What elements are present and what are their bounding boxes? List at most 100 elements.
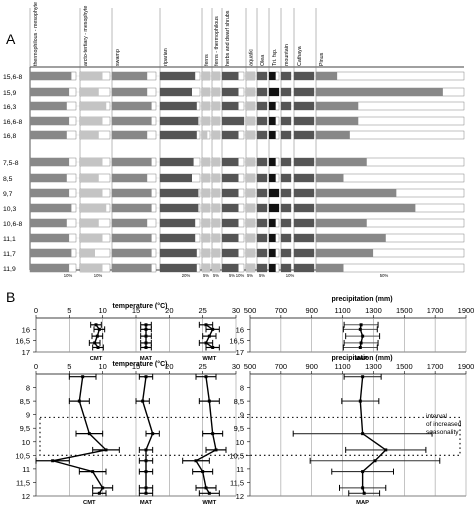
- precip-bottom-tick-label: 1300: [365, 362, 382, 371]
- temp-top-point-mat: [144, 323, 148, 327]
- temp-top-point-cmt: [97, 327, 101, 331]
- temp-bottom-tick-label: 5: [67, 362, 71, 371]
- temp-bottom-tick-label: 25: [198, 362, 206, 371]
- precip-bottom-point-map: [358, 399, 362, 403]
- pollen-bar: [160, 72, 196, 80]
- pollen-bar: [246, 249, 255, 257]
- sample-label: 15,9: [3, 90, 16, 97]
- temp-bottom-point-cmt: [91, 470, 95, 474]
- pollen-bar: [246, 219, 255, 227]
- pollen-bar: [269, 264, 276, 272]
- pollen-bar: [80, 131, 99, 139]
- pollen-bar: [294, 219, 314, 227]
- pollen-bar: [316, 102, 359, 110]
- pollen-bar: [80, 158, 103, 166]
- precip-top-tick-label: 1900: [458, 306, 474, 315]
- seasonality-interval-box: [39, 416, 461, 456]
- pollen-bar: [160, 204, 199, 212]
- pollen-bar: [112, 102, 152, 110]
- pollen-bar: [112, 174, 148, 182]
- sample-label: 8,5: [3, 176, 13, 183]
- pollen-bar: [281, 174, 291, 182]
- temp-top-y-tick-label: 17: [22, 348, 30, 357]
- pollen-bar: [316, 204, 416, 212]
- precip-bottom-y-tick-label: 11: [236, 465, 244, 474]
- pollen-bar: [281, 158, 291, 166]
- pollen-bar: [281, 88, 291, 96]
- precip-axis-title-bottom: precipitation (mm): [331, 355, 392, 362]
- pollen-bar: [112, 249, 152, 257]
- pollen-bar: [269, 102, 276, 110]
- pollen-bar: [80, 219, 99, 227]
- pollen-bar: [294, 204, 314, 212]
- temp-bottom-point-wmt: [204, 486, 208, 490]
- temp-top-point-mat: [144, 341, 148, 345]
- pollen-bar: [316, 158, 367, 166]
- pollen-bar: [294, 234, 314, 242]
- pollen-bar: [202, 174, 210, 182]
- pollen-bar: [30, 102, 67, 110]
- scale-label: 50%: [380, 273, 389, 278]
- pollen-bar: [212, 204, 220, 212]
- precip-top-tick-label: 700: [275, 306, 288, 315]
- column-header-ferns-thermophilous: ferns - thermophilous: [214, 16, 220, 66]
- pollen-bar: [294, 264, 314, 272]
- panel-a-pollen-diagram: thermophilous - mesophyte arcto-tertiary …: [3, 2, 465, 278]
- pollen-bar: [160, 264, 197, 272]
- pollen-bar: [257, 264, 267, 272]
- pollen-bar: [222, 131, 239, 139]
- pollen-bar: [257, 234, 267, 242]
- precip-top-point-map: [361, 334, 365, 338]
- precip-top-point-map: [358, 327, 362, 331]
- pollen-bar: [112, 189, 152, 197]
- pollen-bar: [316, 131, 350, 139]
- pollen-bar: [257, 102, 267, 110]
- pollen-bar: [294, 174, 314, 182]
- pollen-bar: [80, 174, 99, 182]
- pollen-bar: [160, 158, 194, 166]
- pollen-bar: [202, 158, 210, 166]
- temp-bottom-point-cmt: [51, 459, 55, 463]
- temp-bottom-y-tick-label: 8: [26, 384, 30, 393]
- temp-top-y-tick-label: 16: [22, 325, 30, 334]
- temp-top-point-wmt: [211, 327, 215, 331]
- precip-bottom-y-tick-label: 9: [240, 411, 244, 420]
- temp-top-point-wmt: [211, 345, 215, 349]
- pollen-bar: [294, 88, 314, 96]
- precip-top-point-map: [358, 345, 362, 349]
- temp-top-point-mat: [144, 327, 148, 331]
- pollen-bar: [316, 117, 359, 125]
- pollen-bar: [80, 72, 103, 80]
- column-header-riparian: riparian: [163, 48, 169, 66]
- column-header-swamp: swamp: [115, 49, 121, 66]
- pollen-bar: [269, 189, 279, 197]
- pollen-bar: [281, 219, 291, 227]
- series-label-cmt-top: CMT: [90, 356, 103, 362]
- temp-top-y-tick-label: 16,5: [15, 337, 30, 346]
- pollen-bar: [294, 158, 314, 166]
- pollen-bar: [316, 249, 374, 257]
- precip-top-tick-label: 500: [244, 306, 257, 315]
- precip-bottom-y-tick-label: 10,5: [229, 451, 244, 460]
- precip-bottom-point-map: [361, 375, 365, 379]
- pollen-bar: [294, 117, 314, 125]
- temp-bottom-point-wmt: [211, 432, 215, 436]
- precip-bottom-point-map: [373, 459, 377, 463]
- pollen-bar: [160, 88, 192, 96]
- pollen-bar: [212, 88, 220, 96]
- temp-bottom-line-mat: [141, 376, 154, 494]
- pollen-bar: [246, 264, 255, 272]
- precip-bottom-line-map: [359, 376, 387, 494]
- pollen-bar: [160, 249, 197, 257]
- precip-bottom-tick-label: 700: [275, 362, 288, 371]
- pollen-bar: [202, 131, 208, 139]
- pollen-bar: [246, 102, 255, 110]
- series-label-map-top: MAP: [355, 356, 368, 362]
- precip-bottom-y-tick-label: 8,5: [234, 397, 244, 406]
- sample-label: 16,3: [3, 104, 16, 111]
- column-header-arcto-tertiary-mesophyte: arcto-tertiary - mesophyte: [83, 6, 89, 66]
- pollen-bar: [80, 204, 107, 212]
- scale-label: 10%: [94, 273, 103, 278]
- pollen-bar: [212, 131, 220, 139]
